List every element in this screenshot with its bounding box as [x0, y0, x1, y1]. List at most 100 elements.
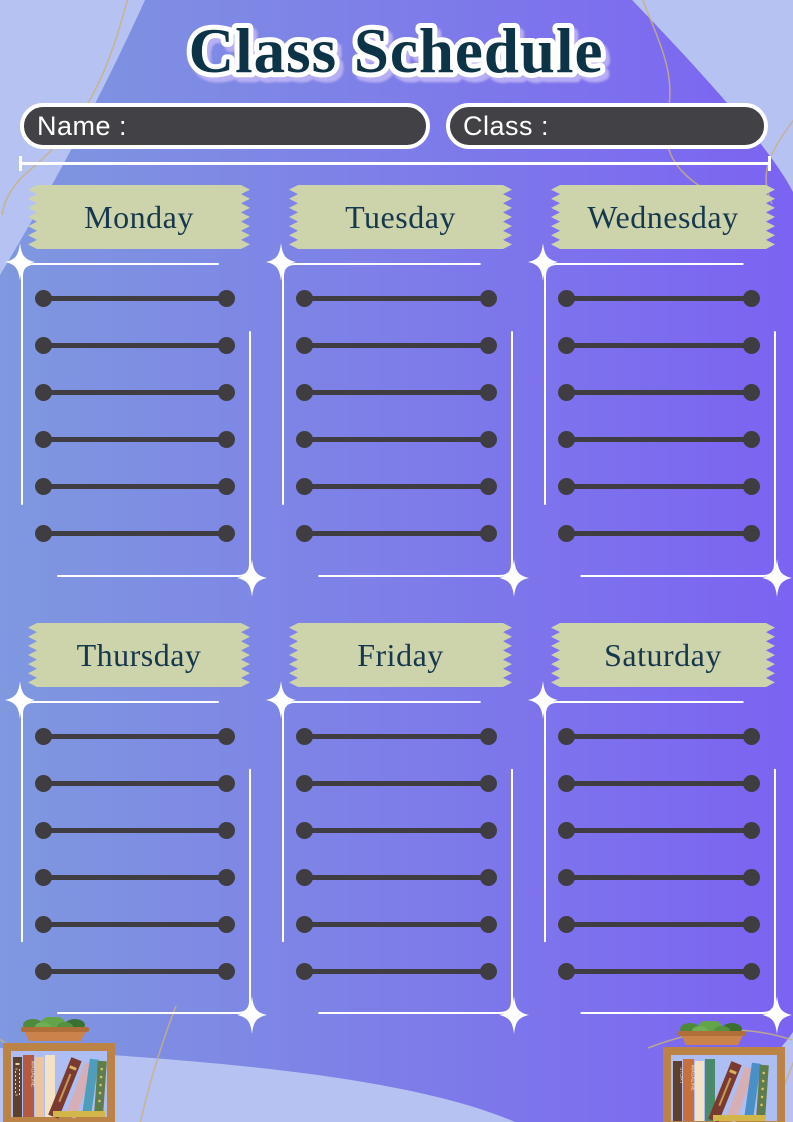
schedule-line-row	[296, 713, 497, 760]
day-frame	[5, 681, 267, 1034]
schedule-line[interactable]	[35, 963, 235, 980]
plant-basket	[678, 1021, 746, 1045]
day-lines	[281, 262, 514, 578]
day-card: Friday	[266, 623, 529, 1034]
schedule-line-row	[558, 948, 760, 995]
sparkle-icon	[762, 559, 792, 597]
schedule-line[interactable]	[35, 869, 235, 886]
schedule-line[interactable]	[558, 384, 760, 401]
schedule-line-row	[558, 807, 760, 854]
days-grid: Monday	[5, 185, 792, 1034]
frame-border	[543, 700, 777, 1015]
schedule-line-row	[35, 463, 235, 510]
page-title: Class Schedule	[184, 11, 608, 91]
schedule-line[interactable]	[296, 963, 497, 980]
schedule-line[interactable]	[35, 775, 235, 792]
schedule-line-row	[558, 760, 760, 807]
schedule-line-row	[558, 854, 760, 901]
schedule-line[interactable]	[558, 869, 760, 886]
day-frame	[266, 243, 529, 597]
schedule-line-row	[296, 948, 497, 995]
schedule-line[interactable]	[558, 290, 760, 307]
schedule-line-row	[558, 510, 760, 557]
frame-border	[543, 262, 777, 578]
schedule-line[interactable]	[35, 822, 235, 839]
page-title-text: Class Schedule	[189, 16, 604, 86]
schedule-line[interactable]	[296, 337, 497, 354]
schedule-line[interactable]	[35, 384, 235, 401]
schedule-line[interactable]	[296, 478, 497, 495]
schedule-line-row	[35, 713, 235, 760]
sparkle-icon	[266, 681, 296, 719]
schedule-line[interactable]	[558, 822, 760, 839]
frame-border	[281, 700, 514, 1015]
day-card: Monday	[5, 185, 267, 597]
schedule-line-row	[296, 463, 497, 510]
sparkle-icon	[499, 559, 529, 597]
schedule-line[interactable]	[296, 869, 497, 886]
name-field[interactable]: Name :	[20, 103, 430, 149]
schedule-line[interactable]	[296, 431, 497, 448]
sparkle-icon	[266, 243, 296, 281]
frame-border	[20, 262, 252, 578]
day-frame	[528, 243, 792, 597]
schedule-line-row	[558, 275, 760, 322]
sparkle-icon	[237, 996, 267, 1034]
day-frame	[528, 681, 792, 1034]
day-banner: Wednesday	[551, 185, 775, 249]
schedule-line-row	[35, 369, 235, 416]
day-label: Monday	[84, 198, 194, 235]
class-field[interactable]: Class :	[446, 103, 768, 149]
schedule-line-row	[558, 463, 760, 510]
plant-basket	[21, 1017, 89, 1041]
schedule-line-row	[296, 416, 497, 463]
day-lines	[281, 700, 514, 1015]
day-lines	[543, 262, 777, 578]
class-field-label: Class :	[463, 110, 550, 141]
sparkle-icon	[762, 996, 792, 1034]
books: STORY MAGAZINE	[673, 1059, 769, 1122]
schedule-line[interactable]	[296, 916, 497, 933]
schedule-line-row	[296, 901, 497, 948]
schedule-line[interactable]	[558, 775, 760, 792]
day-banner: Thursday	[28, 623, 250, 687]
schedule-line-row	[296, 322, 497, 369]
day-lines	[20, 262, 252, 578]
schedule-line[interactable]	[35, 337, 235, 354]
schedule-line-row	[35, 416, 235, 463]
schedule-line-row	[35, 948, 235, 995]
day-label: Thursday	[76, 636, 202, 673]
sparkle-icon	[528, 681, 558, 719]
schedule-line[interactable]	[296, 384, 497, 401]
schedule-line[interactable]	[35, 431, 235, 448]
schedule-line-row	[35, 901, 235, 948]
schedule-line[interactable]	[558, 478, 760, 495]
schedule-line[interactable]	[35, 478, 235, 495]
sparkle-icon	[499, 996, 529, 1034]
schedule-line[interactable]	[35, 728, 235, 745]
schedule-line[interactable]	[35, 916, 235, 933]
schedule-line[interactable]	[558, 525, 760, 542]
schedule-line[interactable]	[558, 916, 760, 933]
schedule-line-row	[558, 901, 760, 948]
schedule-line-row	[35, 760, 235, 807]
schedule-line[interactable]	[296, 290, 497, 307]
schedule-line[interactable]	[296, 525, 497, 542]
day-banner: Tuesday	[289, 185, 512, 249]
schedule-line[interactable]	[296, 775, 497, 792]
schedule-line[interactable]	[558, 963, 760, 980]
schedule-line[interactable]	[35, 290, 235, 307]
day-frame	[266, 681, 529, 1034]
schedule-line-row	[35, 275, 235, 322]
schedule-line[interactable]	[35, 525, 235, 542]
day-lines	[543, 700, 777, 1015]
schedule-line[interactable]	[558, 337, 760, 354]
schedule-line-row	[558, 416, 760, 463]
schedule-line-row	[296, 760, 497, 807]
schedule-line[interactable]	[296, 822, 497, 839]
schedule-line[interactable]	[296, 728, 497, 745]
schedule-line-row	[35, 510, 235, 557]
schedule-line[interactable]	[558, 431, 760, 448]
schedule-line[interactable]	[558, 728, 760, 745]
schedule-line-row	[558, 322, 760, 369]
